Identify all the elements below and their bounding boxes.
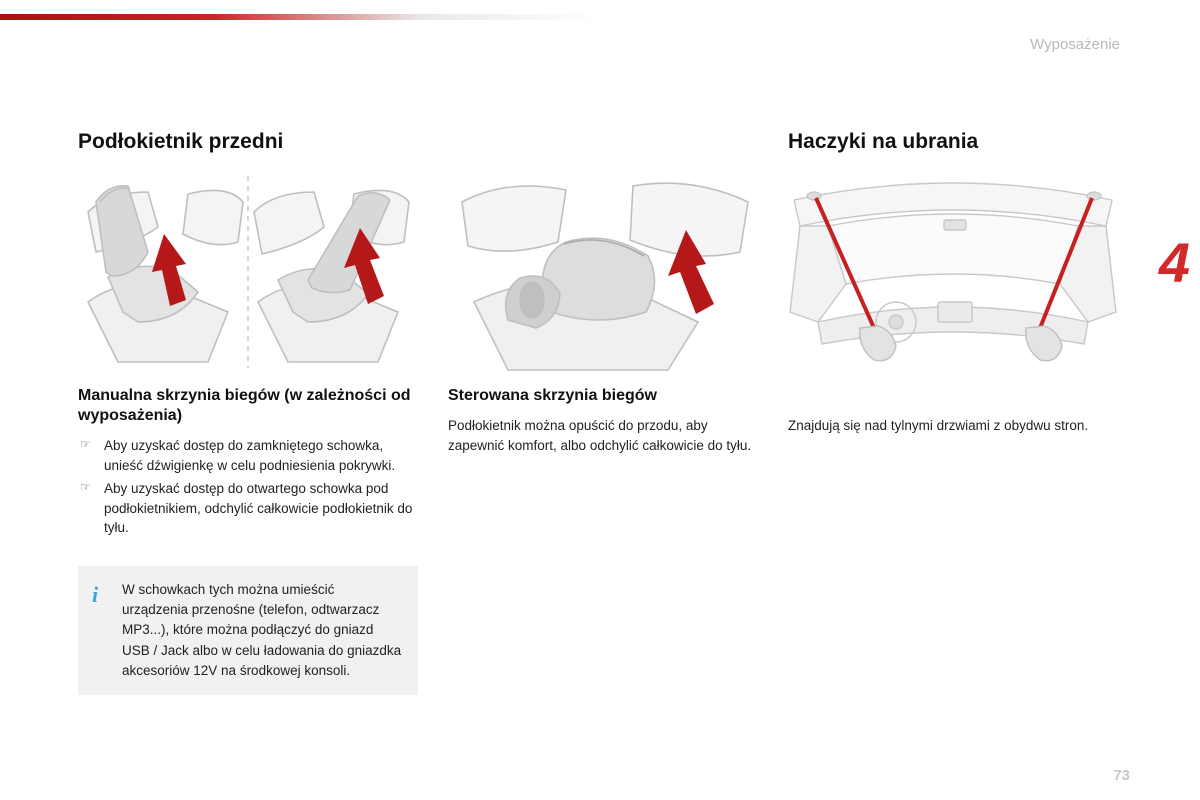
section-label: Wyposażenie	[1030, 36, 1120, 53]
heading-front-armrest: Podłokietnik przedni	[78, 130, 418, 154]
bullet-item: Aby uzyskać dostęp do otwartego schowka …	[80, 479, 418, 538]
column-front-armrest: Podłokietnik przedni	[78, 130, 418, 695]
info-text: W schowkach tych można umieścić urządzen…	[122, 582, 401, 678]
subheading-manual-gearbox: Manualna skrzynia biegów (w zależności o…	[78, 386, 418, 426]
chapter-number: 4	[1159, 230, 1190, 295]
heading-spacer	[448, 130, 758, 154]
subheading-automated-gearbox: Sterowana skrzynia biegów	[448, 386, 758, 406]
header-accent-bar	[0, 14, 600, 20]
page-number: 73	[1113, 767, 1130, 784]
illustration-coat-hooks	[788, 172, 1118, 372]
info-icon: i	[92, 578, 98, 611]
bullet-item: Aby uzyskać dostęp do zamkniętego schowk…	[80, 436, 418, 475]
column-coat-hooks: Haczyki na ubrania	[788, 130, 1118, 695]
text-coat-hooks: Znajdują się nad tylnymi drzwiami z obyd…	[788, 416, 1118, 436]
bullet-list-manual: Aby uzyskać dostęp do zamkniętego schowk…	[78, 436, 418, 538]
info-box: i W schowkach tych można umieścić urządz…	[78, 566, 418, 695]
content-columns: Podłokietnik przedni	[78, 130, 1122, 695]
illustration-manual-gearbox-armrest	[78, 172, 418, 372]
column-automated-gearbox: Sterowana skrzynia biegów Podłokietnik m…	[448, 130, 758, 695]
text-automated-gearbox: Podłokietnik można opuścić do przodu, ab…	[448, 416, 758, 455]
illustration-automated-gearbox-armrest	[448, 172, 758, 372]
heading-coat-hooks: Haczyki na ubrania	[788, 130, 1118, 154]
